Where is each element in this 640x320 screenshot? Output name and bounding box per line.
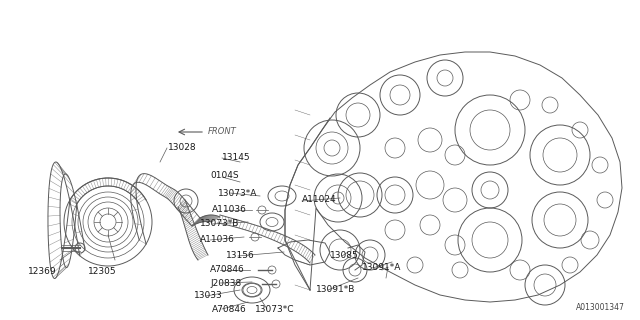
Text: 0104S: 0104S	[210, 172, 239, 180]
Text: FRONT: FRONT	[208, 127, 237, 137]
Text: J20838: J20838	[210, 278, 241, 287]
Text: 12305: 12305	[88, 268, 116, 276]
Text: 13033: 13033	[194, 292, 223, 300]
Text: 13156: 13156	[226, 252, 255, 260]
Text: 13145: 13145	[222, 154, 251, 163]
Text: A70846: A70846	[212, 305, 247, 314]
Text: 12369: 12369	[28, 268, 56, 276]
Text: 13073*A: 13073*A	[218, 188, 257, 197]
Text: 13073*B: 13073*B	[200, 220, 239, 228]
Text: A70846: A70846	[210, 266, 244, 275]
Text: 13085: 13085	[330, 252, 359, 260]
Text: A11036: A11036	[212, 205, 247, 214]
Text: 13028: 13028	[168, 143, 196, 153]
Text: A11024: A11024	[302, 196, 337, 204]
Text: A013001347: A013001347	[576, 303, 625, 312]
Text: 13073*C: 13073*C	[255, 305, 294, 314]
Text: 13091*A: 13091*A	[362, 262, 401, 271]
Text: A11036: A11036	[200, 236, 235, 244]
Text: 13091*B: 13091*B	[316, 285, 355, 294]
